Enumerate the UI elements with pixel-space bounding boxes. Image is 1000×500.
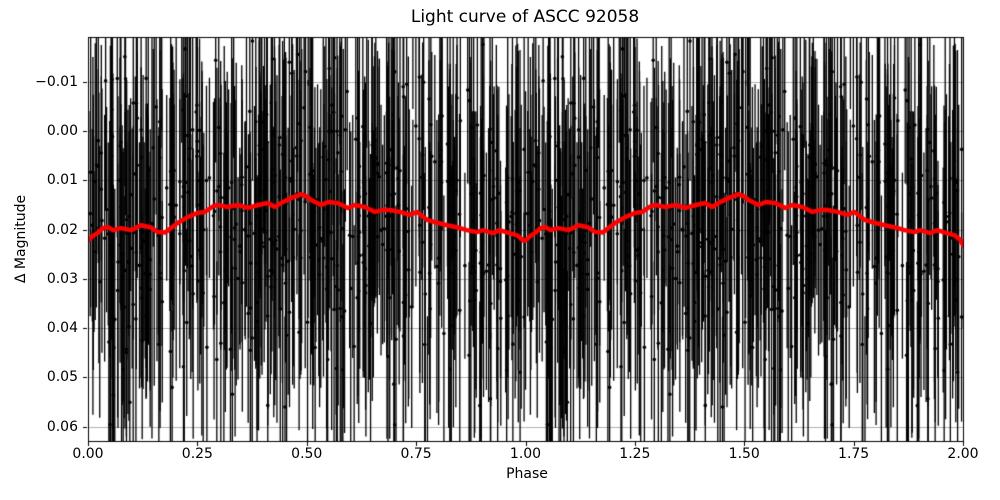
x-tick-label: 1.75 bbox=[838, 446, 870, 462]
x-tick-label: 1.50 bbox=[728, 446, 760, 462]
y-tick-label: 0.00 bbox=[46, 123, 78, 140]
x-tick-label: 1.25 bbox=[619, 446, 651, 462]
x-tick-label: 0.50 bbox=[291, 446, 323, 462]
y-tick-label: 0.02 bbox=[46, 221, 78, 238]
y-axis-label: Δ Magnitude bbox=[13, 194, 29, 284]
y-tick-label: 0.03 bbox=[46, 270, 78, 287]
y-tick-label: 0.06 bbox=[46, 418, 78, 435]
x-tick-label: 1.00 bbox=[509, 446, 542, 462]
x-tick-label: 0.00 bbox=[72, 446, 104, 462]
x-tick-label: 0.25 bbox=[181, 446, 213, 462]
y-tick-label: 0.01 bbox=[46, 172, 78, 189]
y-tick-label: 0.04 bbox=[46, 320, 78, 337]
y-tick-label: 0.05 bbox=[46, 369, 78, 386]
x-axis-label: Phase bbox=[506, 466, 548, 482]
y-tick-label: −0.01 bbox=[35, 73, 78, 90]
chart-title: Light curve of ASCC 92058 bbox=[410, 7, 640, 27]
x-tick-label: 0.75 bbox=[400, 446, 432, 462]
x-tick-label: 2.00 bbox=[947, 446, 979, 462]
